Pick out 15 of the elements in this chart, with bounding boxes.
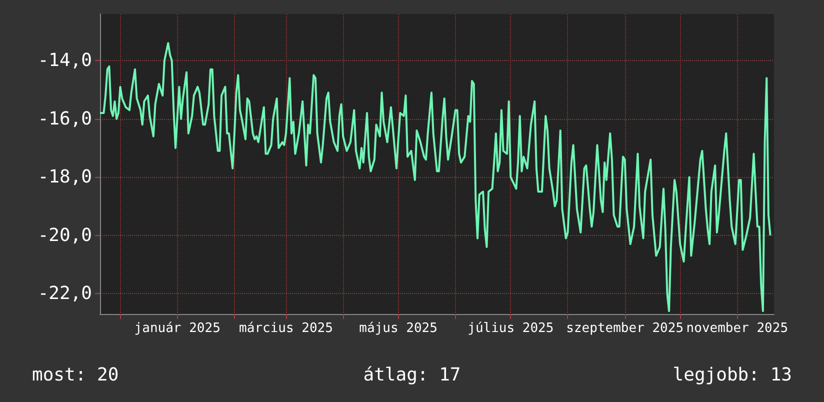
x-tick-label: július 2025 xyxy=(468,321,554,336)
y-tick-label: -14,0 xyxy=(38,50,92,72)
text: most: 20 xyxy=(32,364,119,386)
x-tick-label: május 2025 xyxy=(359,321,438,336)
x-tick-label: november 2025 xyxy=(686,321,788,336)
x-tick-label: március 2025 xyxy=(239,321,333,336)
y-tick-label: -22,0 xyxy=(38,283,92,304)
line-series xyxy=(99,42,772,312)
y-tick-label: -20,0 xyxy=(38,224,92,246)
text: átlag: 17 xyxy=(363,364,461,386)
text: legjobb: 13 xyxy=(672,364,792,386)
y-tick-label: -16,0 xyxy=(38,108,92,130)
x-tick-label: szeptember 2025 xyxy=(566,321,684,336)
x-tick-label: január 2025 xyxy=(134,321,220,336)
y-tick-label: -18,0 xyxy=(38,166,92,188)
